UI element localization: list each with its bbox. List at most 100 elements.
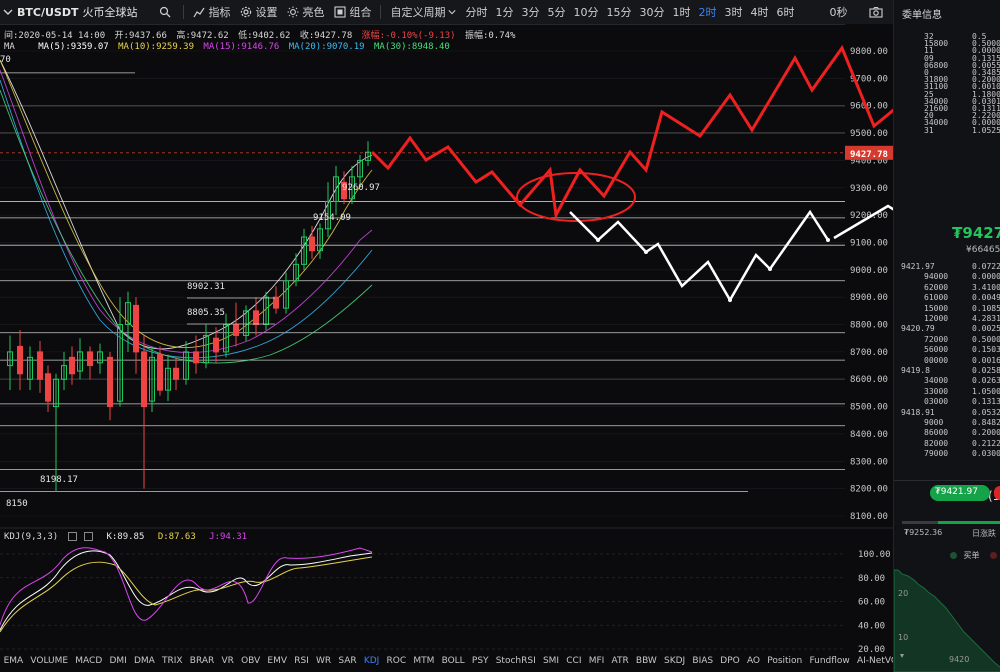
ask-row[interactable]: 11 0.0000 [894, 46, 1000, 56]
current-price-label: 9427.78 [850, 150, 888, 160]
search-button[interactable] [154, 0, 179, 24]
bid-row[interactable]: 9419.8 0.0258 [894, 366, 1000, 376]
period-tab-3[interactable]: 5分 [547, 6, 566, 19]
period-tab-9[interactable]: 3时 [724, 6, 743, 19]
ask-row[interactable]: 25 1.1800 [894, 90, 1000, 100]
ask-row[interactable]: 34000 0.0000 [894, 118, 1000, 128]
orderbook-last-price: ₮9427 [952, 224, 1000, 242]
depth-chart[interactable]: 20 10 9420 [894, 562, 1000, 672]
bid-row[interactable]: 62000 3.4100 [894, 283, 1000, 293]
indicator-tab-24[interactable]: SKDJ [664, 656, 686, 666]
ask-row[interactable]: 31800 0.2000 [894, 75, 1000, 85]
indicator-tab-15[interactable]: MTM [413, 656, 435, 666]
indicator-tab-17[interactable]: PSY [471, 656, 489, 666]
bid-row[interactable]: 94000 0.0000 [894, 272, 1000, 282]
ask-row[interactable]: 20 2.2200 [894, 111, 1000, 121]
bid-row[interactable]: 34000 0.0263 [894, 376, 1000, 386]
bid-row[interactable]: 86000 0.2000 [894, 428, 1000, 438]
theme-button[interactable]: 亮色 [282, 0, 329, 24]
settings-button[interactable]: 设置 [235, 0, 282, 24]
period-tab-2[interactable]: 3分 [521, 6, 540, 19]
bid-row[interactable]: 00000 0.0016 [894, 356, 1000, 366]
indicator-tab-30[interactable]: AI-NetVOL [856, 656, 903, 666]
indicator-tab-19[interactable]: SMI [542, 656, 560, 666]
indicator-tab-11[interactable]: WR [316, 656, 332, 666]
price-axis-label: 9500.00 [850, 129, 888, 139]
indicator-tab-2[interactable]: MACD [75, 656, 103, 666]
indicator-tab-9[interactable]: EMV [267, 656, 288, 666]
indicator-tab-14[interactable]: ROC [386, 656, 407, 666]
bid-row[interactable]: 33000 1.0500 [894, 387, 1000, 397]
indicator-tab-7[interactable]: VR [221, 656, 234, 666]
bid-row[interactable]: 56000 0.1503 [894, 345, 1000, 355]
indicator-tab-28[interactable]: Position [767, 656, 803, 666]
indicator-tab-25[interactable]: BIAS [692, 656, 714, 666]
symbol-selector[interactable]: BTC/USDT 火币全球站 [0, 0, 142, 24]
bid-row[interactable]: 79000 0.0300 [894, 449, 1000, 459]
period-tab-6[interactable]: 30分 [639, 6, 665, 19]
bid-row[interactable]: 72000 0.5000 [894, 335, 1000, 345]
bid-row[interactable]: 03000 0.1313 [894, 397, 1000, 407]
indicator-tab-23[interactable]: BBW [635, 656, 657, 666]
kdj-settings-icon[interactable] [67, 532, 77, 541]
candlestick-chart[interactable]: 9800.00 9700.00 9600.00 9500.00 9400.00 9300.… [0, 24, 893, 672]
ask-row[interactable]: 09 0.1315 [894, 54, 1000, 64]
indicator-tab-4[interactable]: DMA [133, 656, 155, 666]
ask-row[interactable]: 15800 0.5000 [894, 39, 1000, 49]
screenshot-button[interactable] [864, 0, 891, 24]
ask-row[interactable]: 31100 0.0010 [894, 82, 1000, 92]
period-tab-0[interactable]: 分时 [465, 6, 488, 19]
ask-amount: 0.1315 [972, 53, 1000, 63]
ask-row[interactable]: 34000 0.0301 [894, 97, 1000, 107]
bid-row[interactable]: 9000 0.8482 [894, 418, 1000, 428]
bid-row[interactable]: 12000 4.2831 [894, 314, 1000, 324]
period-tab-10[interactable]: 4时 [750, 6, 769, 19]
ask-row[interactable]: 32 0.5 [894, 32, 1000, 42]
buy-price-badge[interactable] [930, 485, 990, 501]
indicator-tab-10[interactable]: RSI [294, 656, 309, 666]
period-tab-11[interactable]: 6时 [776, 6, 795, 19]
ask-row[interactable]: 31 1.0525 [894, 126, 1000, 136]
period-tab-5[interactable]: 15分 [606, 6, 632, 19]
bid-row[interactable]: 9421.97 0.0722 [894, 262, 1000, 272]
bid-row[interactable]: 61000 0.0049 [894, 293, 1000, 303]
bid-amount: 0.0000 [972, 272, 1000, 282]
indicator-tab-5[interactable]: TRIX [162, 656, 183, 666]
indicator-tab-27[interactable]: AO [746, 656, 761, 666]
ma15-value: MA(15):9146.76 [203, 42, 280, 52]
indicator-tab-29[interactable]: Fundflow [809, 656, 850, 666]
ask-row[interactable]: 0 0.3485 [894, 68, 1000, 78]
indicator-tab-1[interactable]: VOLUME [30, 656, 69, 666]
candle-body [117, 324, 123, 402]
bid-row[interactable]: 9418.91 0.0532 [894, 408, 1000, 418]
period-tab-8[interactable]: 2时 [698, 6, 717, 19]
period-tab-4[interactable]: 10分 [573, 6, 599, 19]
custom-period-dropdown[interactable]: 自定义周期 [385, 0, 461, 24]
bid-row[interactable]: 82000 0.2122 [894, 439, 1000, 449]
ask-row[interactable]: 21600 0.1311 [894, 104, 1000, 114]
indicator-tab-0[interactable]: EMA [3, 656, 24, 666]
kdj-k-line [0, 550, 373, 631]
indicator-tab-12[interactable]: SAR [338, 656, 357, 666]
indicator-tab-21[interactable]: MFI [588, 656, 605, 666]
period-tab-7[interactable]: 1时 [672, 6, 691, 19]
period-tab-1[interactable]: 1分 [495, 6, 514, 19]
indicator-tab-20[interactable]: CCI [566, 656, 582, 666]
ask-row[interactable]: 06800 0.0055 [894, 61, 1000, 71]
combo-button[interactable]: 组合 [329, 0, 376, 24]
indicator-tab-8[interactable]: OBV [241, 656, 261, 666]
indicator-tab-26[interactable]: DPO [720, 656, 740, 666]
indicator-tab-13[interactable]: KDJ [363, 656, 380, 666]
chart-panel[interactable]: 9800.00 9700.00 9600.00 9500.00 9400.00 9300.… [0, 24, 893, 672]
indicator-tab-22[interactable]: ATR [611, 656, 629, 666]
kdj-close-icon[interactable] [84, 532, 94, 541]
bid-row[interactable]: 15000 0.1085 [894, 304, 1000, 314]
indicator-tab-3[interactable]: DMI [109, 656, 127, 666]
indicator-tab-6[interactable]: BRAR [189, 656, 215, 666]
bid-row[interactable]: 9420.79 0.0025 [894, 324, 1000, 334]
indicator-tab-18[interactable]: StochRSI [495, 656, 536, 666]
indicator-tab-16[interactable]: BOLL [441, 656, 465, 666]
indicator-button[interactable]: 指标 [188, 0, 235, 24]
ask-price: 31800 [924, 75, 949, 85]
kdj-axis-label: 80.00 [858, 574, 885, 584]
